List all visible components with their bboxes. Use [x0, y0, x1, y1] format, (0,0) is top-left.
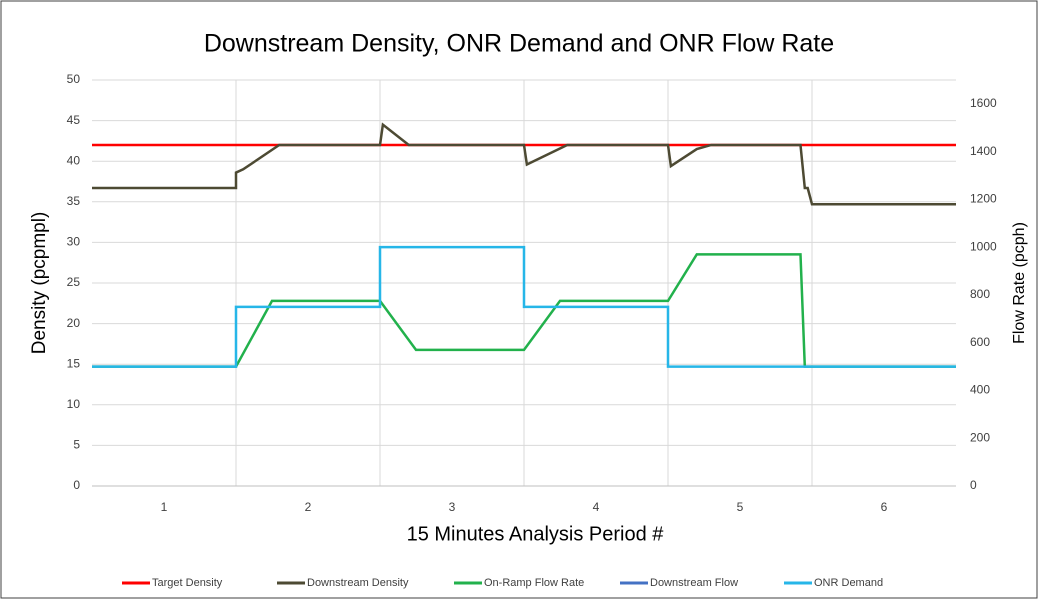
- y-tick-label: 50: [67, 72, 81, 86]
- x-tick-label: 4: [593, 500, 600, 514]
- y2-tick-label: 400: [970, 383, 990, 397]
- y2-tick-label: 800: [970, 287, 990, 301]
- y-tick-label: 25: [67, 275, 81, 289]
- series-line: [92, 245, 956, 368]
- y-tick-label: 0: [73, 478, 80, 492]
- legend-label: On-Ramp Flow Rate: [484, 577, 584, 589]
- y-tick-label: 10: [67, 397, 81, 411]
- y2-tick-label: 1400: [970, 144, 997, 158]
- x-tick-label: 3: [449, 500, 456, 514]
- x-axis-label: 15 Minutes Analysis Period #: [407, 523, 665, 545]
- y-tick-label: 20: [67, 316, 81, 330]
- legend-label: Downstream Flow: [650, 577, 738, 589]
- series-line: [92, 122, 956, 206]
- x-tick-label: 2: [305, 500, 312, 514]
- y2-tick-label: 200: [970, 430, 990, 444]
- y-tick-label: 45: [67, 113, 81, 127]
- y2-tick-label: 1000: [970, 239, 997, 253]
- series-line: [92, 253, 956, 368]
- y2-axis-label: Flow Rate (pcph): [1011, 222, 1028, 344]
- y2-tick-label: 1600: [970, 96, 997, 110]
- y-tick-label: 5: [73, 438, 80, 452]
- y-axis-label: Density (pcpmpl): [29, 212, 50, 355]
- y2-tick-label: 600: [970, 335, 990, 349]
- legend-label: Target Density: [152, 577, 223, 589]
- chart-title: Downstream Density, ONR Demand and ONR F…: [204, 30, 834, 58]
- y2-tick-label: 0: [970, 478, 977, 492]
- x-tick-label: 6: [881, 500, 888, 514]
- y2-tick-label: 1200: [970, 192, 997, 206]
- x-tick-label: 1: [161, 500, 168, 514]
- y-tick-label: 40: [67, 153, 81, 167]
- y-tick-label: 35: [67, 194, 81, 208]
- y-tick-label: 30: [67, 235, 81, 249]
- legend-label: ONR Demand: [814, 577, 883, 589]
- x-tick-label: 5: [737, 500, 744, 514]
- legend-label: Downstream Density: [307, 577, 409, 589]
- y-tick-label: 15: [67, 356, 81, 370]
